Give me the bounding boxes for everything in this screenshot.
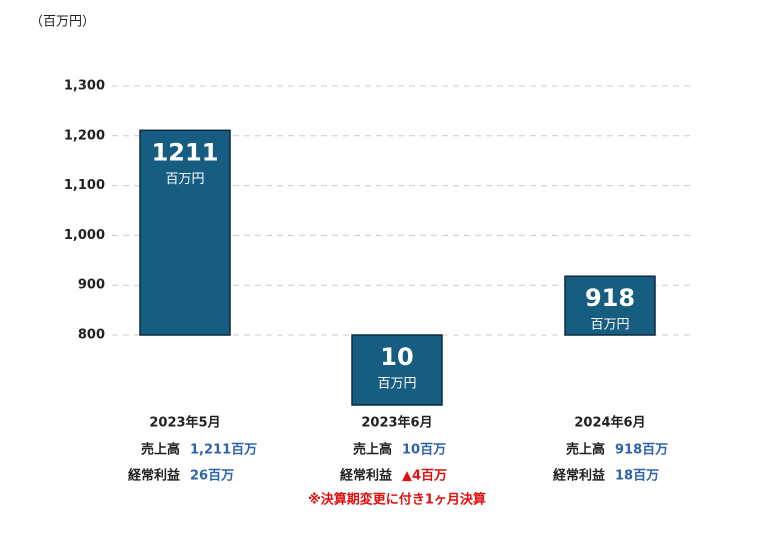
bar <box>564 275 656 336</box>
unit-label: （百万円） <box>30 15 95 30</box>
value-label: 918 <box>585 284 635 312</box>
profit-value: 18百万 <box>615 469 659 484</box>
sales-value: 10百万 <box>402 443 446 458</box>
value-label: 10 <box>380 343 413 371</box>
x-tick-label: 2023年6月 <box>361 415 432 431</box>
row-label: 経常利益 <box>340 468 392 484</box>
row-label: 売上高 <box>353 442 392 458</box>
sales-value: 1,211百万 <box>190 443 257 458</box>
row-label: 売上高 <box>566 442 605 458</box>
value-unit: 百万円 <box>165 172 204 187</box>
value-unit: 百万円 <box>590 318 629 333</box>
x-tick-label: 2023年5月 <box>149 415 220 431</box>
y-tick-label: 1,300 <box>64 79 105 94</box>
bar <box>139 129 231 336</box>
profit-value: ▲4百万 <box>402 469 447 484</box>
y-tick-label: 900 <box>78 278 105 293</box>
note: ※決算期変更に付き1ヶ月決算 <box>308 492 486 508</box>
sales-value: 918百万 <box>615 443 668 458</box>
x-tick-label: 2024年6月 <box>574 415 645 431</box>
value-unit: 百万円 <box>377 377 416 392</box>
profit-value: 26百万 <box>190 469 234 484</box>
y-tick-label: 1,200 <box>64 128 105 143</box>
y-tick-label: 800 <box>78 328 105 343</box>
bar <box>351 334 443 406</box>
y-tick-label: 1,000 <box>64 228 105 243</box>
row-label: 経常利益 <box>553 468 605 484</box>
row-label: 経常利益 <box>128 468 180 484</box>
row-label: 売上高 <box>141 442 180 458</box>
value-label: 1211 <box>152 138 219 166</box>
y-tick-label: 1,100 <box>64 178 105 193</box>
